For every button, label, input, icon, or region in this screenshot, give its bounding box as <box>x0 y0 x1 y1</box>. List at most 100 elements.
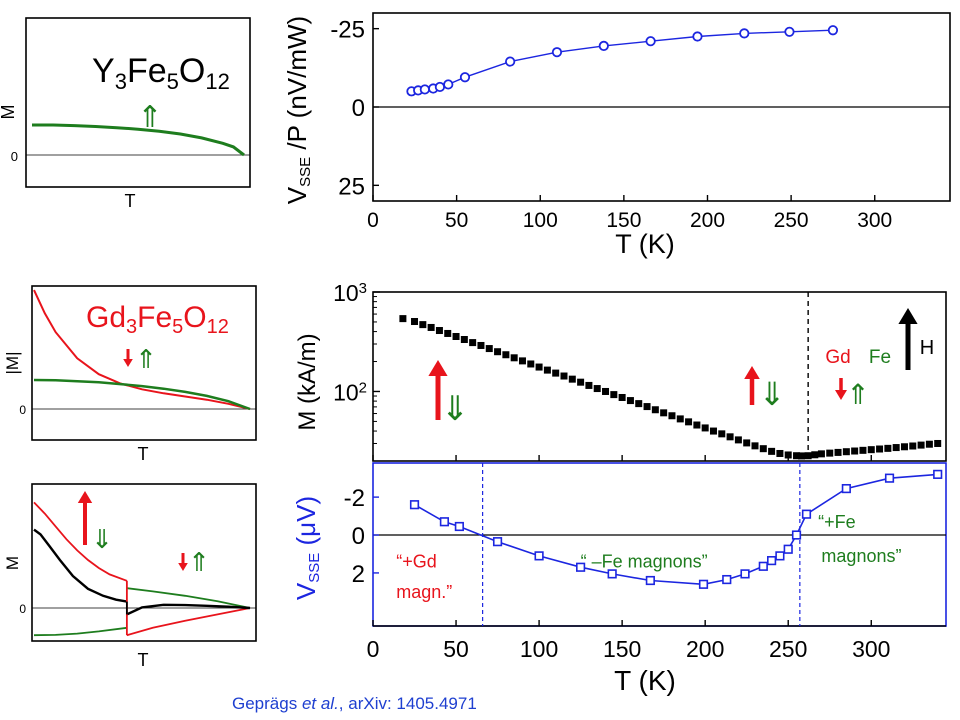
gig-magnetization-point <box>626 397 634 405</box>
gig-magnetization-point <box>925 440 933 448</box>
gig-magnetization-field-arrow-head <box>898 308 918 324</box>
yig-sketch-formula: Y3Fe5O12 <box>92 52 230 94</box>
gig-signed-sketch-curve-0 <box>33 501 128 582</box>
yig-sse-point <box>419 84 430 95</box>
gig-magnetization-point <box>518 357 526 365</box>
gig-signed-sketch-curve-4 <box>33 528 128 603</box>
gig-magnetization-point <box>751 442 759 450</box>
gig-magnetization-point <box>593 385 601 393</box>
gig-magnetization-point <box>485 345 493 353</box>
gig-magnetization-point <box>411 318 419 326</box>
gig-magnetization-point <box>510 354 518 362</box>
gig-sse-point <box>534 551 544 561</box>
gig-magnetization-mid-green-arrow: ⇓ <box>759 376 786 412</box>
gig-signed-sketch-green-down-arrow: ⇓ <box>91 524 113 554</box>
gig-magnetization-point <box>817 450 825 458</box>
yig-sse-xtick-label: 50 <box>445 209 468 232</box>
yig-sketch-curve <box>32 123 245 157</box>
gig-magnetization-point <box>842 448 850 456</box>
gig-sse-annotation: magnons” <box>821 546 901 566</box>
gig-magnetization-point <box>444 329 452 337</box>
formula-subscript: 5 <box>167 69 179 94</box>
gig-sse-annotation: “+Fe <box>818 512 856 532</box>
yig-sse-ylabel-part: /P (nV/mW) <box>282 16 312 157</box>
formula-subscript: 12 <box>207 316 229 338</box>
gig-sse-annotation: “+Gd <box>396 552 437 572</box>
gig-magnetization-frame <box>372 291 947 462</box>
gig-magnetization-right-green-arrow: ⇑ <box>846 379 869 410</box>
gig-signed-sketch-curve-1 <box>126 607 251 637</box>
gig-magnetization-field-label: H <box>920 337 934 359</box>
gig-magnetization-point <box>552 369 560 377</box>
gig-sse-ylabel-part: SSE <box>306 553 323 583</box>
gig-sse-xtick-label: 0 <box>367 636 380 662</box>
yig-sketch-xlabel: T <box>125 191 136 211</box>
formula-element: O <box>179 52 205 90</box>
gig-sse-point <box>454 521 464 532</box>
yig-sketch-arrow: ⇑ <box>137 101 162 134</box>
yig-sse-xtick-label: 300 <box>857 209 892 232</box>
gig-magnetization-point <box>560 372 568 380</box>
gig-magnetization-fe-label: Fe <box>869 347 891 368</box>
gig-magnetization-point <box>768 447 776 455</box>
gig-magnetization-point <box>427 323 435 331</box>
gig-sse-point <box>409 500 420 510</box>
gig-abs-sketch-zero-label: 0 <box>19 403 26 417</box>
gig-magnetization-point <box>867 446 875 454</box>
gig-sse-point <box>698 579 709 589</box>
yig-sse-xtick-label: 0 <box>367 209 379 232</box>
gig-magnetization-point <box>527 360 535 368</box>
gig-sse-point <box>791 530 802 540</box>
formula-element: Y <box>92 52 115 90</box>
gig-magnetization-point <box>577 378 585 386</box>
gig-magnetization-point <box>718 430 726 438</box>
gig-magnetization-point <box>477 341 485 349</box>
gig-magnetization-point <box>701 424 709 432</box>
formula-element: O <box>183 301 206 334</box>
gig-sse-point <box>758 561 768 571</box>
gig-magnetization-point <box>602 387 610 395</box>
yig-sse-xtick-label: 200 <box>690 209 725 232</box>
gig-sse-ytick-label: -2 <box>344 485 365 512</box>
gig-magnetization-point <box>851 447 859 455</box>
gig-sse-ylabel-part: V <box>291 582 321 600</box>
yig-sse-ylabel: VSSE /P (nV/mW) <box>282 16 314 204</box>
gig-signed-sketch-xlabel: T <box>138 650 149 670</box>
gig-magnetization-gd-label: Gd <box>825 347 850 368</box>
gig-magnetization-point <box>834 448 842 456</box>
gig-sse-annotation: “ –Fe magnons” <box>581 552 708 572</box>
yig-sse-ytick-label: 0 <box>352 95 365 122</box>
gig-signed-sketch-red-down-arrow-head <box>178 563 188 571</box>
gig-magnetization-point <box>743 439 751 447</box>
gig-signed-sketch-red-up-arrow-head <box>77 491 93 503</box>
gig-sse-point <box>841 483 851 494</box>
yig-sse-xtick-label: 150 <box>606 209 641 232</box>
yig-sketch-frame <box>25 17 251 188</box>
gig-sse-xtick-label: 150 <box>603 636 641 662</box>
formula-subscript: 3 <box>126 316 137 338</box>
gig-sse-xtick-label: 50 <box>443 636 469 662</box>
gig-magnetization-point <box>668 412 676 420</box>
gig-magnetization-point <box>804 452 812 460</box>
gig-magnetization-point <box>693 421 701 429</box>
citation-ref: arXiv: 1405.4971 <box>348 694 477 713</box>
gig-magnetization-point <box>399 315 407 323</box>
yig-sse-point <box>827 25 839 36</box>
citation-authors: Geprägs <box>232 694 298 713</box>
yig-sse-point <box>692 31 703 42</box>
ytick-base: 10 <box>333 280 359 306</box>
gig-signed-sketch-curve-2 <box>33 626 128 637</box>
yig-sse-point <box>434 81 445 93</box>
gig-sse-point <box>933 469 943 479</box>
gig-sse-point <box>740 569 750 579</box>
gig-abs-sketch-green-arrow: ⇑ <box>135 344 157 374</box>
formula-subscript: 12 <box>205 69 229 94</box>
gig-magnetization-point <box>452 332 460 340</box>
gig-magnetization-ylabel: M (kA/m) <box>294 333 321 430</box>
yig-sse-point <box>505 56 516 67</box>
gig-magnetization-green-down-arrow: ⇓ <box>441 390 470 428</box>
gig-sse-frame <box>372 462 947 627</box>
gig-magnetization-red-up-arrow-head <box>428 360 448 376</box>
gig-magnetization-point <box>460 336 468 344</box>
